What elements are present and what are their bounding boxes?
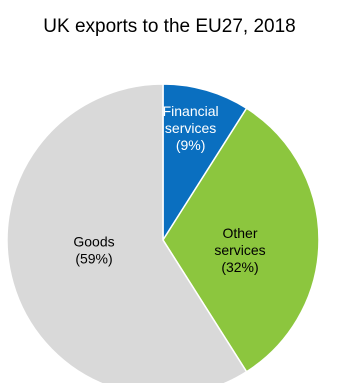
pie-label-line: services [214,242,265,258]
pie-label-line: (9%) [176,137,206,153]
pie-slice-goods [6,83,248,383]
pie-label-financial-services: Financial services (9%) [163,103,219,153]
pie-label-line: services [165,120,216,136]
chart-title: UK exports to the EU27, 2018 [43,16,296,37]
pie-label-line: (32%) [221,259,258,275]
pie-label-line: Other [222,225,257,241]
pie-slices [6,83,320,383]
pie-label-other-services: Other services (32%) [214,225,265,275]
pie-label-line: Goods [73,234,114,250]
pie-label-goods: Goods (59%) [73,234,114,267]
pie-labels: Financial services (9%)Other services (32%)G… [73,103,265,275]
pie-slice-other-services [162,107,320,373]
pie-label-line: Financial [163,103,219,119]
pie-slice-financial-services [162,83,248,243]
pie-label-line: (59%) [75,251,112,267]
